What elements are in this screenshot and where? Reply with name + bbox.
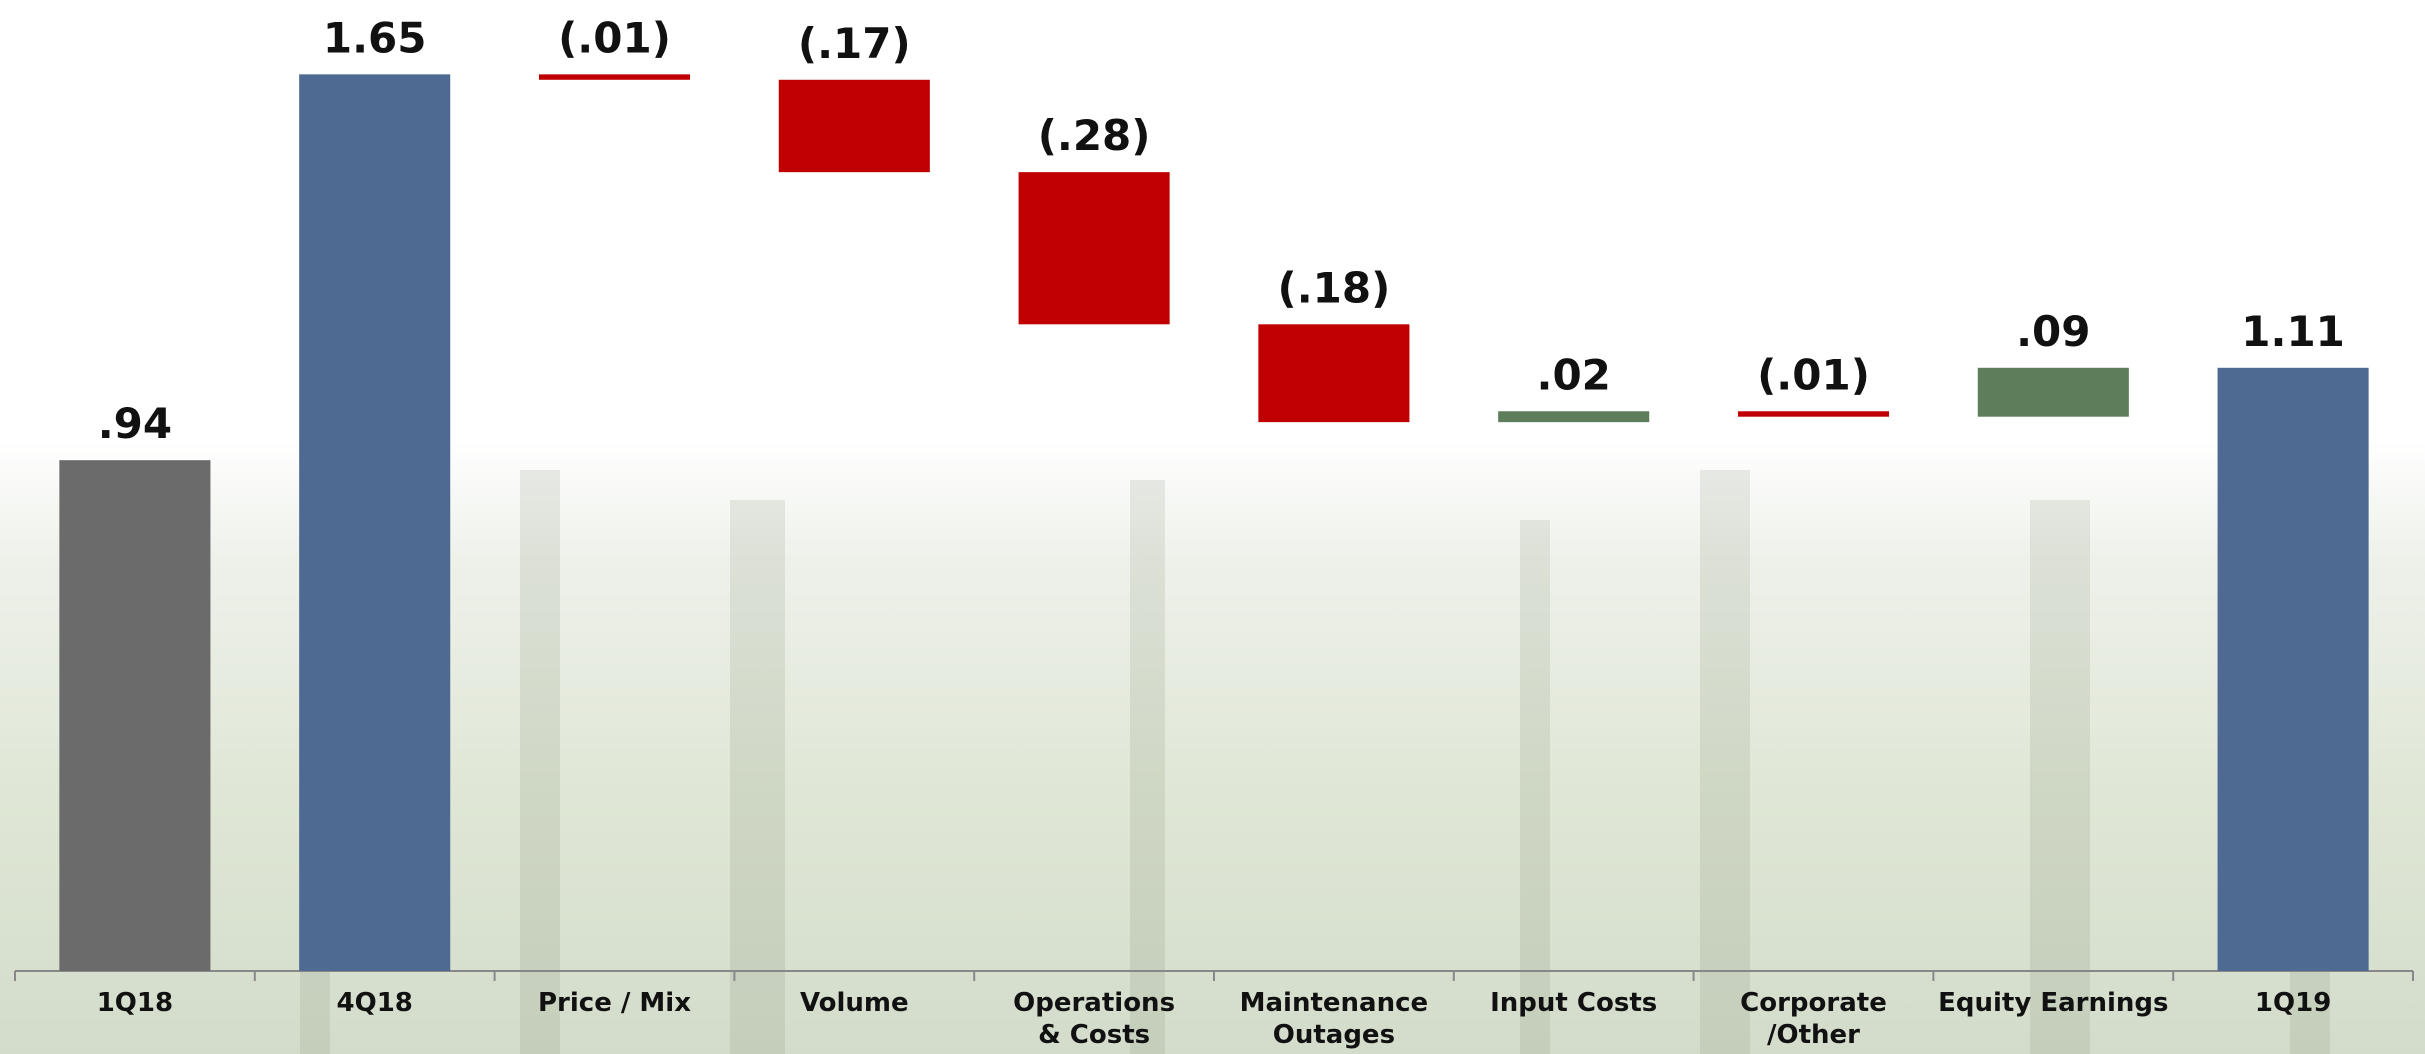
value-label: (.01)	[558, 13, 671, 62]
value-label: (.17)	[798, 19, 911, 68]
bar	[1018, 172, 1170, 325]
x-tick-label: Equity Earnings	[1938, 988, 2169, 1018]
bar	[1737, 411, 1890, 417]
bar	[1977, 367, 2129, 417]
bar	[538, 74, 691, 80]
bar	[59, 460, 211, 971]
x-tick-label: Price / Mix	[538, 988, 691, 1018]
bar	[778, 79, 930, 173]
x-tick-label: 1Q19	[2254, 988, 2332, 1018]
trees	[300, 470, 2330, 1054]
value-label: .02	[1536, 350, 1610, 399]
value-label: 1.11	[2241, 307, 2345, 356]
value-label: .94	[98, 399, 172, 448]
bar	[1258, 324, 1410, 423]
x-tick-label: Maintenance Outages	[1239, 988, 1429, 1050]
x-tick-label: Volume	[799, 988, 909, 1018]
x-tick-label: Input Costs	[1490, 988, 1658, 1018]
value-label: (.18)	[1278, 263, 1391, 312]
value-label: .09	[2016, 307, 2090, 356]
x-tick-label: 1Q18	[96, 988, 174, 1018]
value-label: (.28)	[1038, 111, 1151, 160]
bar	[2217, 367, 2369, 971]
x-tick-label: Operations & Costs	[1013, 988, 1176, 1050]
x-tick-label: Corporate /Other	[1740, 988, 1887, 1050]
value-label: 1.65	[323, 13, 427, 62]
x-tick-label: 4Q18	[336, 988, 413, 1018]
bar	[1498, 411, 1650, 423]
bar	[299, 74, 451, 972]
value-label: (.01)	[1757, 350, 1870, 399]
